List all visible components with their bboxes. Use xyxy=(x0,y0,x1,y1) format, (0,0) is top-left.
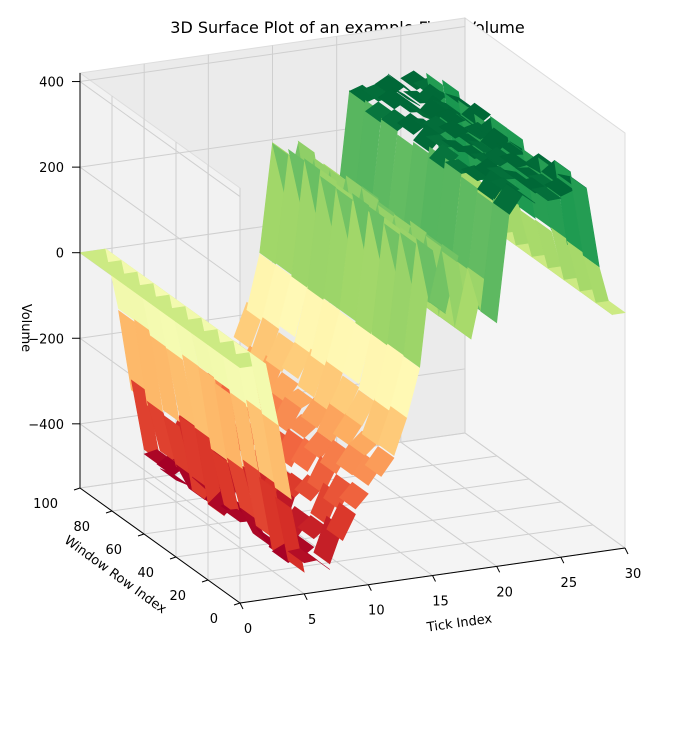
z-tick-label: 200 xyxy=(39,161,64,176)
z-tick-label: 0 xyxy=(56,247,64,262)
surface-patch xyxy=(461,102,491,126)
x-axis-label: Tick Index xyxy=(425,611,493,635)
gridline-x xyxy=(400,441,562,558)
y-tick-label: 80 xyxy=(73,520,90,535)
x-tick-mark xyxy=(239,602,244,610)
x-tick-mark xyxy=(303,593,308,601)
y-tick-mark xyxy=(201,579,209,583)
z-axis-label: Volume xyxy=(18,304,33,352)
x-tick-mark xyxy=(560,556,565,564)
surface-patch xyxy=(339,481,369,510)
y-tick-mark xyxy=(233,602,241,606)
surface-patch xyxy=(262,413,292,500)
x-tick-label: 30 xyxy=(625,567,642,582)
surface xyxy=(79,70,626,573)
surface-patch xyxy=(310,298,341,368)
surface-patch xyxy=(506,182,536,204)
surface-patch xyxy=(531,186,562,202)
y-axis-line xyxy=(79,487,241,604)
y-tick-mark xyxy=(105,510,113,514)
y-tick-label: 40 xyxy=(137,566,154,581)
y-tick-mark xyxy=(169,556,177,560)
axes xyxy=(72,73,629,610)
z-tick-label: −400 xyxy=(28,418,64,433)
surface-patch xyxy=(268,371,299,403)
surface-patch xyxy=(150,335,180,423)
y-tick-label: 0 xyxy=(210,612,218,627)
gridline-z xyxy=(79,166,241,283)
gridline-x xyxy=(464,432,626,549)
y-tick-label: 100 xyxy=(33,497,58,512)
x-tick-mark xyxy=(624,547,629,555)
surface-patch xyxy=(364,446,395,477)
x-tick-mark xyxy=(367,584,372,591)
x-tick-label: 15 xyxy=(432,595,449,610)
surface-patch xyxy=(194,427,225,517)
y-tick-label: 20 xyxy=(169,589,186,604)
surface-patch xyxy=(390,356,421,418)
gridline-z xyxy=(79,81,241,197)
gridline-z xyxy=(79,26,466,83)
surface-patch xyxy=(326,502,356,542)
x-tick-label: 5 xyxy=(308,613,316,628)
y-tick-mark xyxy=(137,533,145,537)
x-tick-label: 0 xyxy=(244,622,252,637)
surface-patch xyxy=(451,120,481,140)
y-tick-label: 60 xyxy=(105,543,122,558)
gridline-z xyxy=(79,423,241,540)
x-tick-label: 25 xyxy=(561,576,578,591)
surface-patch xyxy=(435,108,466,126)
gridline-y xyxy=(175,501,562,558)
z-tick-label: −200 xyxy=(28,332,64,347)
gridline-x xyxy=(143,478,305,595)
surface-patch xyxy=(300,548,330,570)
tick-labels: 0 5 10 15 20 25 30 0 20 40 60 80 100 400 200 0 −200 −400 xyxy=(28,76,641,637)
surface-patch xyxy=(413,124,443,153)
surface-patch xyxy=(391,87,421,106)
y-tick-mark xyxy=(73,487,81,491)
x-tick-mark xyxy=(496,566,501,573)
surface-patch xyxy=(595,300,626,315)
surface-patch xyxy=(570,176,600,268)
gridline-y xyxy=(207,524,594,581)
x-tick-label: 20 xyxy=(496,585,513,600)
surface-patch xyxy=(329,375,360,416)
x-tick-mark xyxy=(432,575,436,582)
x-tick-label: 10 xyxy=(368,604,385,619)
z-tick-label: 400 xyxy=(39,76,64,91)
